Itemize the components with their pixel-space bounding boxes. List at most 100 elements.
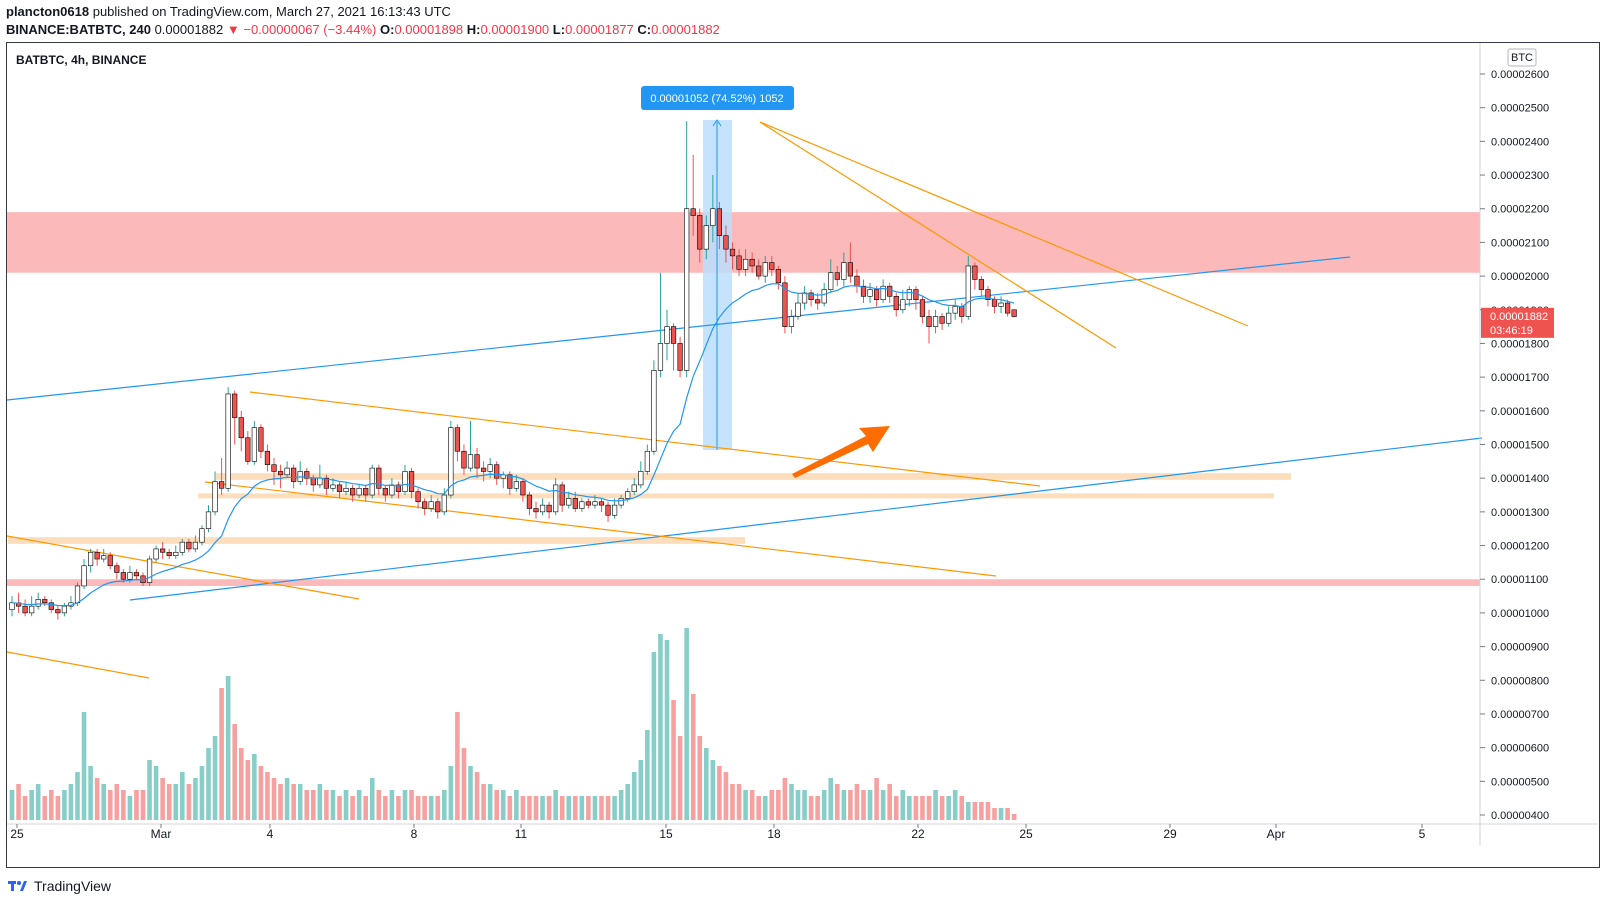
- candle-body: [277, 471, 284, 476]
- volume-bar: [245, 760, 251, 820]
- candle-body: [644, 450, 650, 472]
- candle-body: [788, 316, 795, 327]
- candle-body: [756, 265, 762, 277]
- candle-body: [782, 282, 788, 327]
- volume-bar: [271, 778, 277, 820]
- volume-bar: [874, 778, 879, 820]
- y-tick-label: 0.00000600: [1491, 743, 1549, 755]
- candle-body: [395, 484, 402, 492]
- volume-bar: [946, 796, 951, 820]
- volume-bar: [134, 790, 139, 820]
- candle-body: [480, 467, 487, 472]
- candle-body: [186, 541, 192, 550]
- low-label: L:: [552, 22, 566, 37]
- x-tick-label: 29: [1163, 827, 1177, 841]
- candle-body: [873, 289, 880, 300]
- volume-bar: [579, 796, 585, 820]
- volume-bar: [199, 766, 205, 820]
- author-name[interactable]: plancton0618: [6, 4, 90, 19]
- candle-body: [42, 599, 48, 604]
- candle-body: [598, 501, 605, 506]
- volume-bar: [553, 790, 558, 820]
- y-tick-label: 0.00001500: [1491, 440, 1549, 452]
- candle-body: [651, 370, 657, 452]
- volume-bar: [252, 754, 257, 820]
- candle-body: [631, 484, 637, 492]
- candle-body: [467, 454, 474, 469]
- candle-body: [893, 295, 899, 311]
- volume-bar: [717, 766, 722, 820]
- y-tick-label: 0.00001600: [1491, 406, 1549, 418]
- candle-body: [369, 467, 375, 496]
- volume-bar: [193, 778, 198, 820]
- candle-body: [212, 481, 218, 513]
- volume-bar: [62, 790, 67, 820]
- candle-body: [61, 605, 67, 614]
- volume-bar: [75, 772, 80, 820]
- volume-bar: [474, 772, 480, 820]
- candle-body: [952, 306, 958, 314]
- last-price: 0.00001882: [154, 22, 224, 37]
- candle-body: [513, 481, 519, 489]
- trend-line: [249, 391, 1041, 487]
- candle-body: [919, 299, 926, 317]
- volume-bar: [350, 796, 355, 820]
- volume-bar: [979, 802, 984, 820]
- x-tick-label: 25: [10, 827, 24, 841]
- candle-body: [127, 572, 133, 580]
- volume-bar: [278, 784, 283, 820]
- volume-bar: [861, 790, 866, 820]
- candle-body: [448, 427, 454, 496]
- trend-line: [204, 481, 997, 577]
- chart-frame[interactable]: [6, 42, 1600, 868]
- volume-bar: [671, 700, 676, 820]
- volume-bar: [893, 796, 899, 820]
- price-label-value: 0.00001882: [1490, 311, 1548, 323]
- volume-bar: [723, 772, 729, 820]
- candle-body: [697, 215, 703, 250]
- volume-bar: [645, 730, 650, 820]
- candle-body: [965, 265, 971, 317]
- volume-bar: [540, 796, 545, 820]
- x-tick-label: 22: [911, 827, 925, 841]
- high-label: H:: [466, 22, 481, 37]
- volume-bar: [166, 784, 172, 820]
- footer-brand[interactable]: TradingView: [34, 878, 112, 894]
- volume-bar: [317, 784, 323, 820]
- x-tick-label: Apr: [1267, 827, 1286, 841]
- candle-body: [435, 501, 441, 513]
- candle-body: [153, 548, 159, 560]
- candle-body: [441, 494, 447, 513]
- volume-bar: [435, 796, 441, 820]
- volume-bar: [802, 790, 807, 820]
- candle-body: [618, 498, 624, 506]
- y-axis: 0.00002600 0.00002500 0.00002400 0.00002300…: [1479, 43, 1554, 846]
- candle-body: [160, 548, 166, 553]
- candle-body: [710, 208, 716, 226]
- candle-body: [382, 487, 388, 496]
- x-tick-label: 18: [767, 827, 781, 841]
- x-tick-label: 25: [1019, 827, 1033, 841]
- y-tick-label: 0.00002200: [1491, 204, 1549, 216]
- volume-bar: [94, 778, 100, 820]
- volume-bar: [55, 796, 61, 820]
- candle-body: [356, 487, 362, 496]
- volume-bar: [854, 784, 860, 820]
- candle-body: [572, 498, 578, 509]
- volume-bar: [992, 808, 997, 820]
- volume-bar: [415, 796, 421, 820]
- volume-bar: [913, 796, 919, 820]
- volume-bar: [933, 790, 938, 820]
- candle-body: [408, 471, 415, 492]
- candle-body: [985, 289, 991, 300]
- volume-bar: [704, 748, 709, 820]
- volume-bar: [337, 796, 342, 820]
- candle-body: [94, 551, 100, 560]
- trend-line: [6, 535, 360, 600]
- volume-bar: [664, 640, 670, 820]
- candle-body: [336, 484, 343, 492]
- volume-bar: [29, 790, 34, 820]
- volume-bar: [186, 784, 192, 820]
- close-label: C:: [637, 22, 652, 37]
